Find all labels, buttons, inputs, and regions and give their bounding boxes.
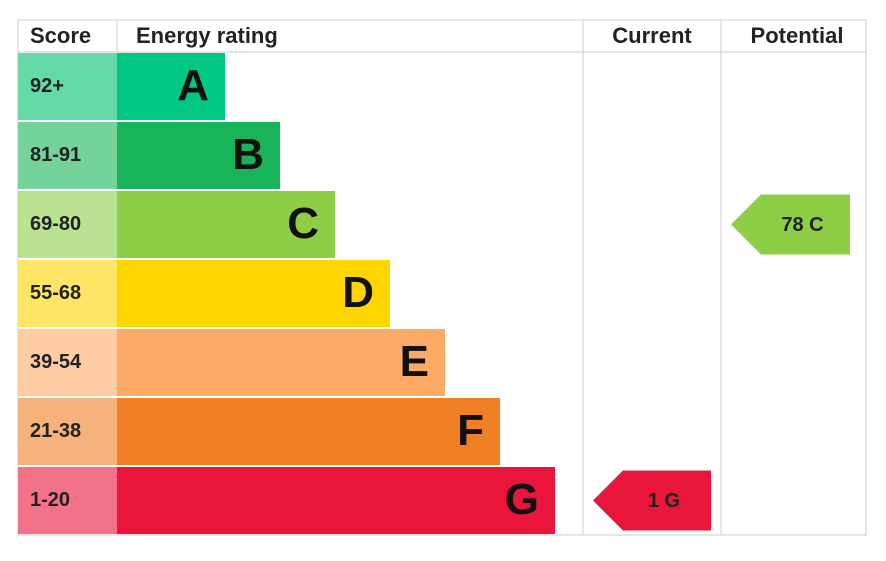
- current-label: 1 G: [648, 490, 680, 512]
- header-energy-rating: Energy rating: [136, 23, 278, 48]
- rating-letter: E: [400, 337, 429, 386]
- rating-bar: [117, 467, 555, 534]
- score-label: 1-20: [30, 489, 70, 511]
- header-current: Current: [612, 23, 692, 48]
- rating-bar: [117, 122, 280, 189]
- rating-letter: A: [177, 61, 209, 110]
- score-cell: [18, 329, 117, 396]
- score-cell: [18, 53, 117, 120]
- score-label: 21-38: [30, 420, 81, 442]
- score-cell: [18, 398, 117, 465]
- score-label: 69-80: [30, 213, 81, 235]
- score-label: 81-91: [30, 144, 81, 166]
- score-cell: [18, 467, 117, 534]
- rating-bar: [117, 398, 500, 465]
- rating-letter: B: [232, 130, 264, 179]
- rating-bar: [117, 53, 225, 120]
- score-label: 92+: [30, 75, 64, 97]
- rating-letter: F: [457, 406, 484, 455]
- rating-bar: [117, 329, 445, 396]
- rating-letter: D: [342, 268, 374, 317]
- score-cell: [18, 260, 117, 327]
- header-score: Score: [30, 23, 91, 48]
- rating-bar: [117, 260, 390, 327]
- score-cell: [18, 191, 117, 258]
- score-cell: [18, 122, 117, 189]
- rating-bar: [117, 191, 335, 258]
- potential-arrow: [731, 194, 850, 255]
- score-label: 39-54: [30, 351, 82, 373]
- score-label: 55-68: [30, 282, 81, 304]
- rating-letter: C: [287, 199, 319, 248]
- rating-letter: G: [505, 475, 539, 524]
- current-arrow: [593, 470, 711, 531]
- header-potential: Potential: [751, 23, 844, 48]
- potential-label: 78 C: [781, 214, 823, 236]
